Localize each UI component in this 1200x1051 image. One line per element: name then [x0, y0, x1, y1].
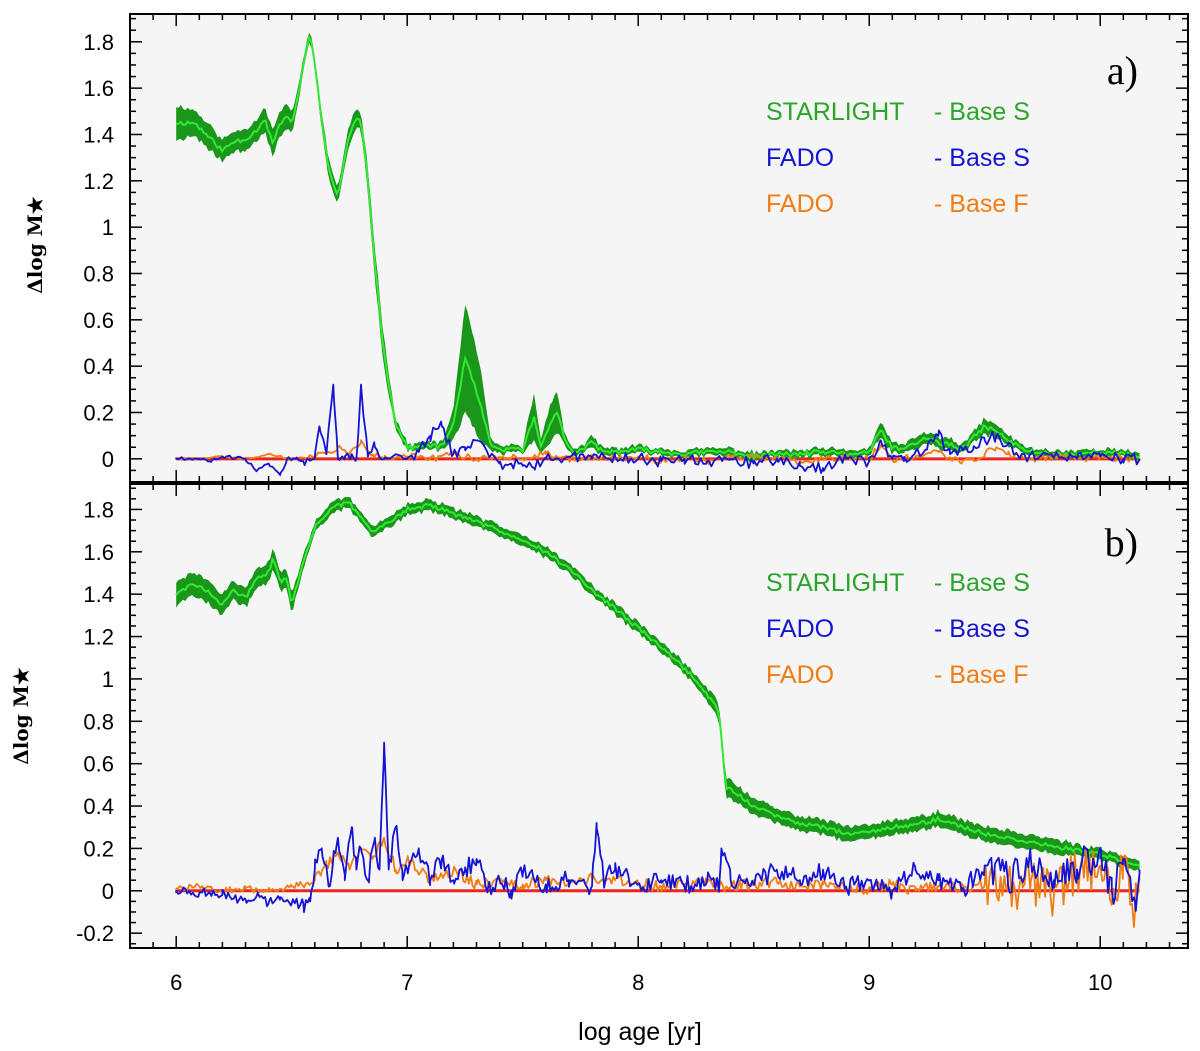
y-tick-label: 1.6 [83, 540, 114, 565]
y-tick-label: 0.4 [83, 794, 114, 819]
x-axis-label: log age [yr] [578, 1018, 702, 1046]
y-tick-label: 1.4 [83, 122, 114, 147]
y-tick-label: 1 [102, 215, 114, 240]
legend-entry-name: FADO [766, 615, 834, 643]
y-tick-label: 0.4 [83, 354, 114, 379]
plot-frame [129, 13, 1189, 483]
series-group [175, 496, 1141, 928]
y-tick-label: 0 [102, 447, 114, 472]
plot-background [130, 484, 1188, 948]
y-tick-label: 1.6 [83, 76, 114, 101]
legend-entry-name: STARLIGHT [766, 98, 904, 126]
x-tick-label: 9 [863, 970, 875, 995]
y-tick-label: 1 [102, 667, 114, 692]
plot-frame [129, 483, 1189, 949]
legend: STARLIGHT - Base S FADO - Base S FADO - … [766, 98, 1030, 218]
legend-entry-name: STARLIGHT [766, 569, 904, 597]
legend-entry-base: - Base F [934, 661, 1028, 689]
y-tick-label: 1.8 [83, 497, 114, 522]
x-axis-ticks: 6 7 8 9 10 [129, 484, 1171, 995]
legend-entry-base: - Base S [934, 615, 1030, 643]
legend-entry-base: - Base S [934, 569, 1030, 597]
legend-entry-base: - Base F [934, 190, 1028, 218]
y-axis-ticks: 0 0.2 0.4 0.6 0.8 1 1.2 1.4 1.6 1.8 [83, 17, 1188, 483]
series-line-fado-base-s [175, 383, 1141, 476]
legend-entry-name: FADO [766, 144, 834, 172]
y-axis-label: Δlog M★ [23, 196, 47, 294]
y-tick-label: 1.8 [83, 30, 114, 55]
y-tick-label: 0.6 [83, 752, 114, 777]
panel-b: -0.2 0 0.2 0.4 0.6 0.8 1 1.2 1.4 1.6 1.8 6 7 8 9 10 b)… [9, 483, 1189, 995]
series-group [175, 32, 1141, 476]
series-line-fado-base-f [175, 836, 1141, 928]
x-tick-label: 7 [401, 970, 413, 995]
y-axis-label: Δlog M★ [9, 667, 33, 765]
panel-label: b) [1105, 520, 1138, 565]
y-tick-label: 0.8 [83, 261, 114, 286]
y-tick-label: 0.2 [83, 836, 114, 861]
plot-background [130, 14, 1188, 482]
panel-label: a) [1107, 48, 1138, 93]
y-tick-label: 1.2 [83, 169, 114, 194]
legend-entry-base: - Base S [934, 98, 1030, 126]
y-tick-label: 0.2 [83, 400, 114, 425]
panel-a: 0 0.2 0.4 0.6 0.8 1 1.2 1.4 1.6 1.8 a) Δlog M★ ST… [23, 13, 1189, 483]
x-tick-label: 10 [1088, 970, 1112, 995]
y-tick-label: 1.4 [83, 582, 114, 607]
legend-entry-name: FADO [766, 190, 834, 218]
y-tick-label: 0.6 [83, 308, 114, 333]
legend: STARLIGHT - Base S FADO - Base S FADO - … [766, 569, 1030, 689]
x-tick-label: 8 [632, 970, 644, 995]
y-tick-label: 0.8 [83, 709, 114, 734]
legend-entry-name: FADO [766, 661, 834, 689]
series-line-starlight-base-s [175, 501, 1141, 868]
series-line-starlight-base-s [175, 34, 1140, 461]
y-tick-label: 1.2 [83, 625, 114, 650]
x-tick-label: 6 [170, 970, 182, 995]
legend-entry-base: - Base S [934, 144, 1030, 172]
y-tick-label: -0.2 [76, 921, 114, 946]
series-line-fado-base-s [175, 741, 1141, 913]
y-tick-label: 0 [102, 879, 114, 904]
